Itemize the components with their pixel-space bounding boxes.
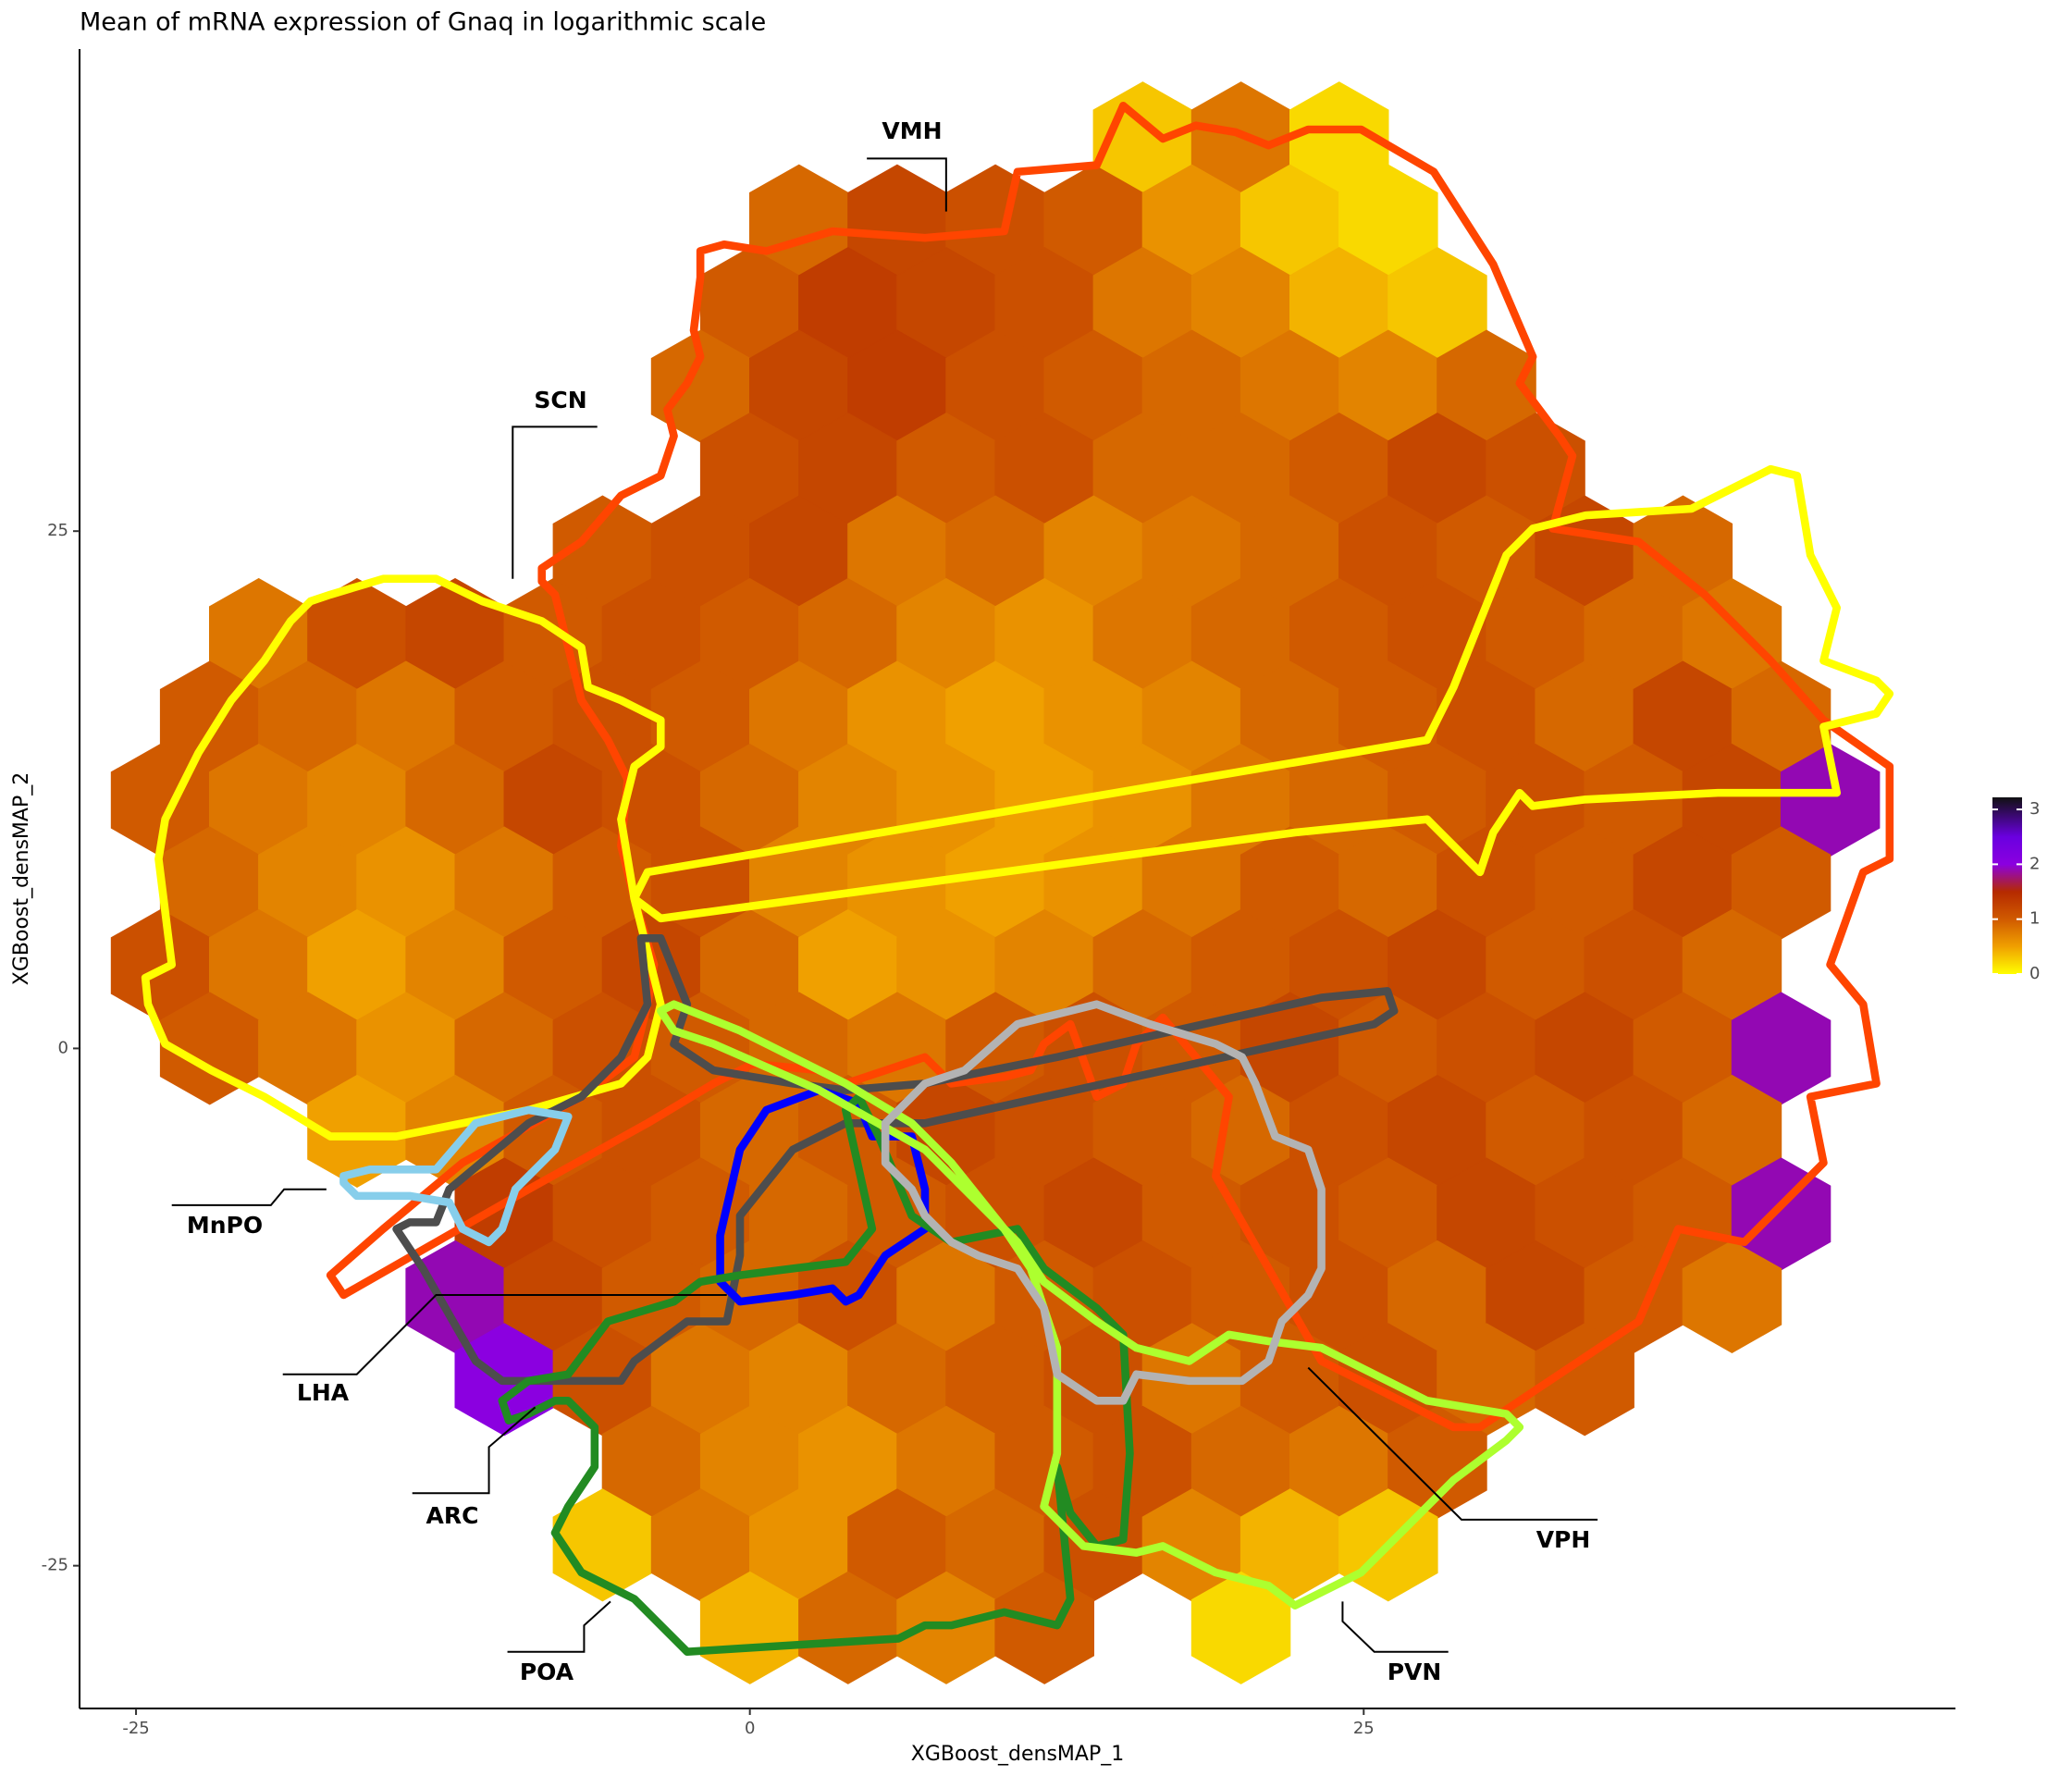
outline-vmh xyxy=(326,101,1894,1432)
y-axis-title: XGBoost_densMAP_2 xyxy=(10,772,33,985)
legend: 0 1 2 3 xyxy=(1992,797,2040,983)
leader-lha xyxy=(282,1293,727,1375)
y-tick-label: 25 xyxy=(47,521,68,540)
region-label: VMH xyxy=(882,117,942,144)
outline-pvn xyxy=(656,1000,1524,1610)
outline-mnpo xyxy=(339,1105,573,1247)
outline-band xyxy=(630,464,1894,923)
region-label: LHA xyxy=(297,1379,350,1406)
outline-scn xyxy=(141,574,665,1141)
colorbar-label: 3 xyxy=(2029,799,2040,819)
region-label: ARC xyxy=(426,1502,479,1529)
colorbar-label: 1 xyxy=(2029,909,2040,929)
outline-lha xyxy=(392,933,1399,1386)
chart-title: Mean of mRNA expression of Gnaq in logar… xyxy=(80,8,766,37)
leader-mnpo xyxy=(171,1188,327,1206)
outline-arc-blue xyxy=(716,1086,930,1306)
region-label: SCN xyxy=(534,387,586,413)
colorbar xyxy=(1992,797,2022,974)
colorbar-label: 2 xyxy=(2029,854,2040,873)
leader-scn xyxy=(512,426,598,579)
region-outlines xyxy=(141,101,1894,1656)
x-tick-label: 25 xyxy=(1353,1719,1375,1738)
hex-layer xyxy=(110,81,1881,1684)
leader-vph xyxy=(1307,1366,1598,1521)
hex xyxy=(1535,1323,1634,1437)
y-tick-label: 0 xyxy=(58,1038,68,1057)
region-label: PVN xyxy=(1388,1659,1442,1685)
region-label: POA xyxy=(520,1659,574,1685)
hex xyxy=(1682,1240,1782,1353)
leader-poa xyxy=(507,1600,611,1653)
region-label: MnPO xyxy=(187,1212,263,1239)
colorbar-label: 0 xyxy=(2029,964,2040,983)
x-tick-label: 0 xyxy=(745,1719,755,1738)
region-label: VPH xyxy=(1536,1526,1591,1553)
leader-arc xyxy=(412,1406,536,1495)
x-axis-title: XGBoost_densMAP_1 xyxy=(911,1743,1124,1766)
outline-poa xyxy=(498,1092,1134,1656)
y-tick-label: -25 xyxy=(42,1556,68,1575)
leader-pvn xyxy=(1341,1601,1449,1653)
outline-vph xyxy=(881,1000,1326,1405)
x-tick-label: -25 xyxy=(122,1719,149,1738)
leader-vmh xyxy=(867,157,947,212)
